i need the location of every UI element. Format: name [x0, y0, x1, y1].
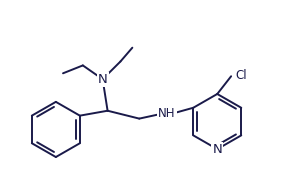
Text: N: N — [98, 73, 108, 86]
Text: NH: NH — [158, 107, 176, 120]
Text: Cl: Cl — [235, 69, 247, 82]
Text: N: N — [212, 143, 222, 156]
